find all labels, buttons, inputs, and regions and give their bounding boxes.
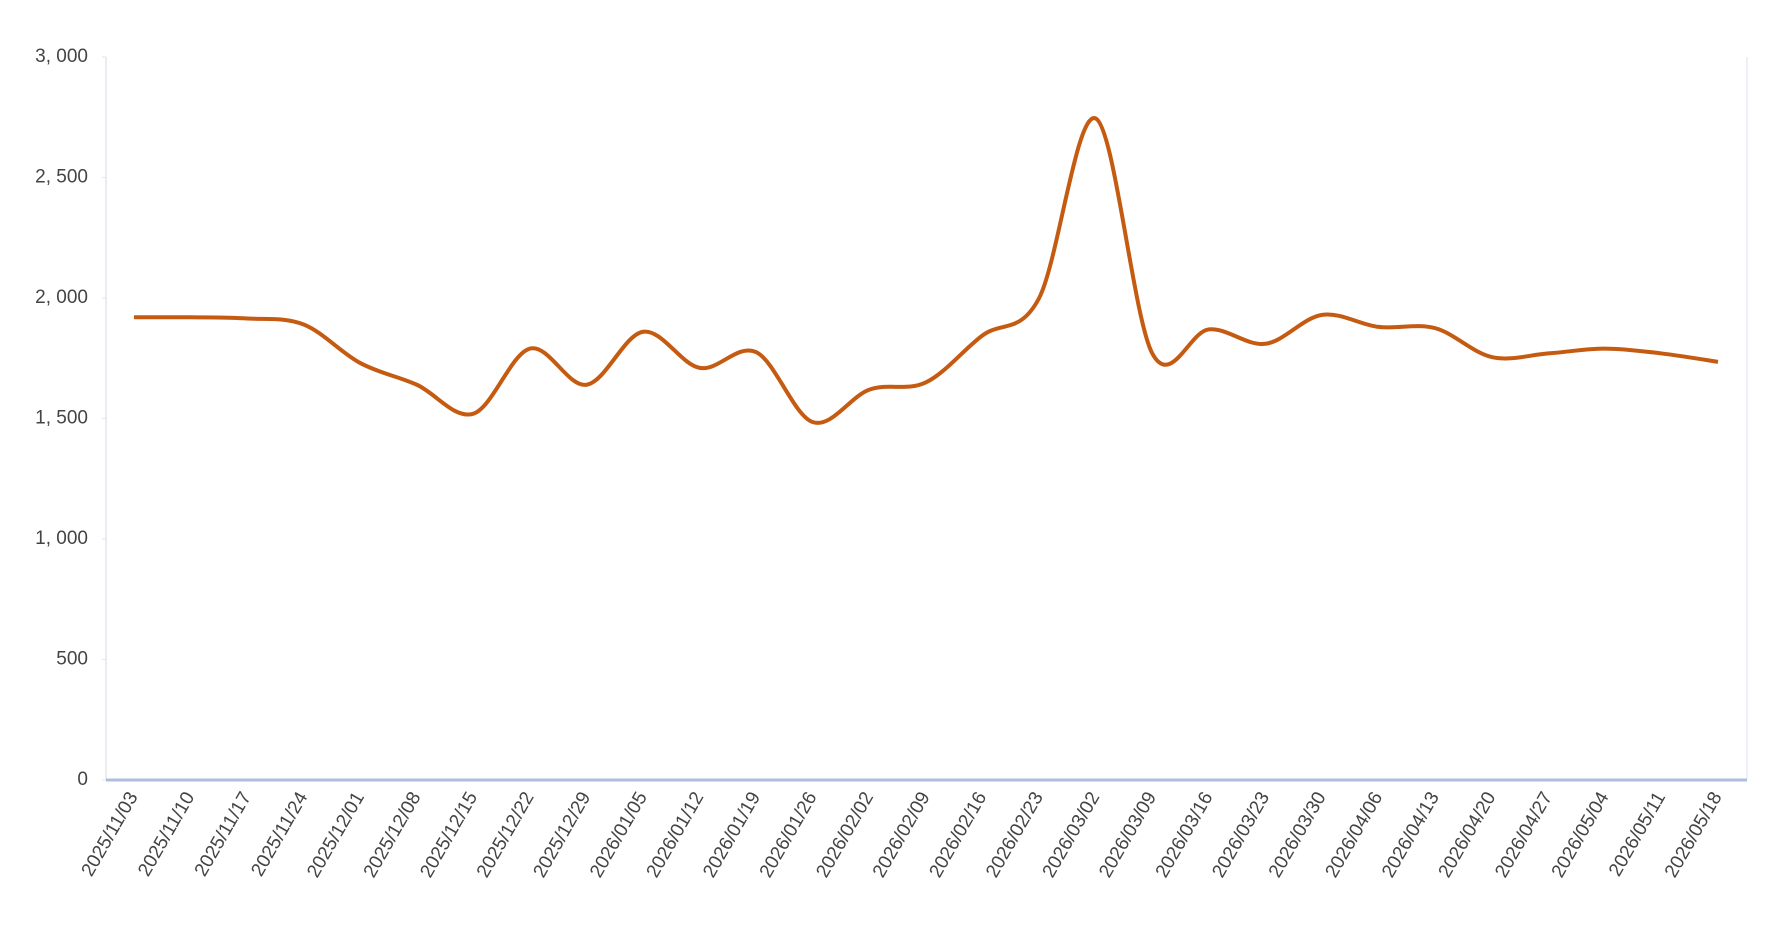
x-tick-label: 2026/05/11 [1605, 789, 1670, 881]
y-tick-label: 2, 500 [35, 167, 88, 188]
y-tick-label: 0 [77, 769, 88, 790]
x-tick-label: 2026/01/12 [643, 789, 709, 882]
x-tick-label: 2026/03/02 [1039, 789, 1105, 882]
y-tick-label: 2, 000 [35, 287, 88, 308]
x-tick-label: 2026/01/26 [756, 789, 822, 882]
x-tick-label: 2025/11/10 [134, 789, 199, 881]
x-tick-label: 2025/12/01 [303, 789, 369, 882]
x-tick-label: 2026/04/06 [1322, 789, 1388, 882]
x-tick-label: 2026/04/13 [1378, 789, 1444, 882]
x-tick-label: 2026/04/27 [1491, 789, 1557, 882]
y-tick-label: 1, 000 [35, 528, 88, 549]
x-tick-label: 2026/05/04 [1548, 788, 1614, 881]
x-tick-label: 2026/01/19 [699, 789, 765, 882]
y-tick-label: 500 [56, 649, 88, 670]
x-tick-label: 2026/03/16 [1152, 789, 1218, 882]
x-tick-label: 2025/11/17 [191, 789, 256, 881]
x-tick-label: 2026/03/09 [1095, 789, 1161, 882]
x-tick-label: 2025/12/29 [530, 789, 596, 882]
line-series [133, 116, 1719, 425]
x-tick-label: 2026/01/05 [586, 789, 652, 882]
x-tick-label: 2025/12/22 [473, 789, 539, 882]
x-tick-label: 2025/11/03 [78, 789, 143, 881]
x-tick-label: 2025/12/08 [360, 789, 426, 882]
y-tick-label: 3, 000 [35, 46, 88, 67]
x-tick-label: 2025/12/15 [416, 789, 482, 882]
x-tick-label: 2026/02/16 [926, 789, 992, 882]
x-tick-label: 2026/03/23 [1208, 789, 1274, 882]
x-tick-label: 2026/03/30 [1265, 789, 1331, 882]
x-tick-label: 2026/04/20 [1435, 789, 1501, 882]
x-tick-label: 2026/02/23 [982, 789, 1048, 882]
y-tick-label: 1, 500 [35, 408, 88, 429]
x-tick-label: 2026/02/09 [869, 789, 935, 882]
x-tick-label: 2025/11/24 [247, 788, 312, 880]
x-tick-label: 2026/02/02 [812, 789, 878, 882]
x-tick-label: 2026/05/18 [1661, 789, 1727, 882]
